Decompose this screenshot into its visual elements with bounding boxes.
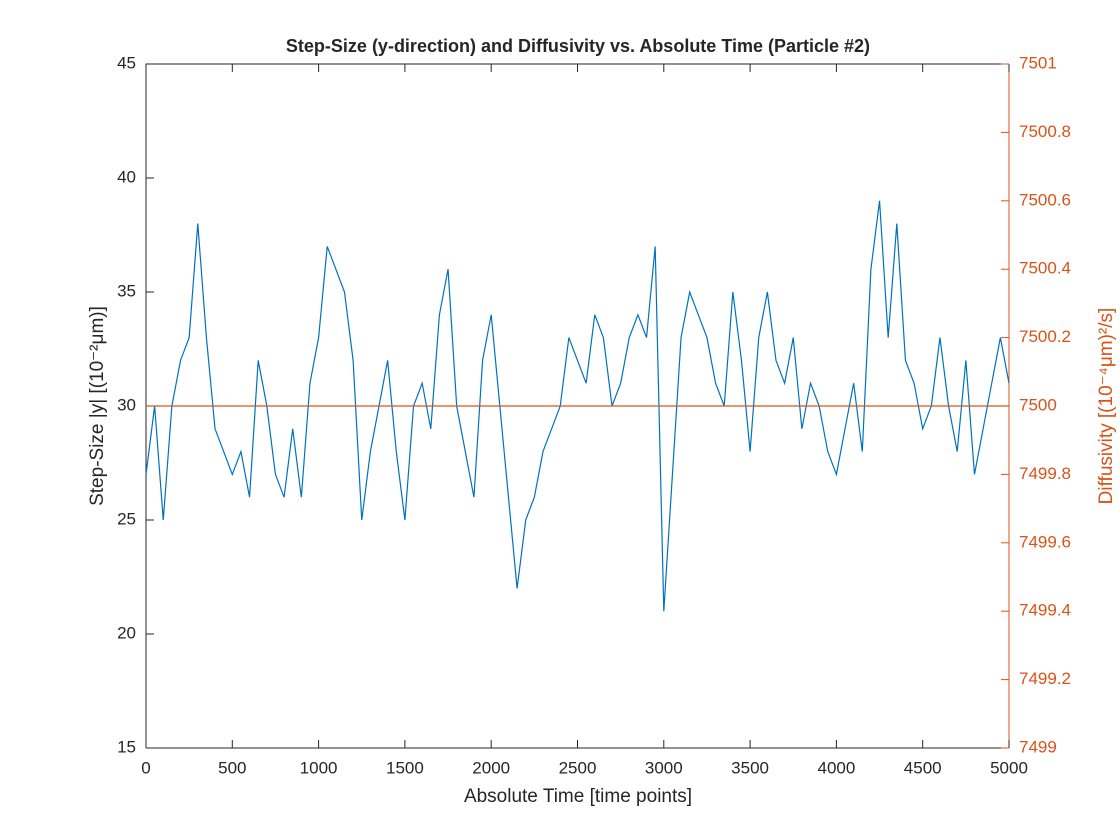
x-tick-label: 4500	[904, 758, 942, 777]
y-tick-label: 30	[117, 395, 136, 414]
x-tick-label: 3000	[645, 758, 683, 777]
y2-tick-label: 7500.4	[1019, 259, 1071, 278]
y2-tick-label: 7500	[1019, 395, 1057, 414]
y-axis-label: Step-Size |y| [(10⁻²μm)]	[87, 306, 108, 506]
y2-tick-label: 7499.4	[1019, 601, 1071, 620]
y2-tick-label: 7501	[1019, 53, 1057, 72]
x-tick-label: 2500	[559, 758, 597, 777]
x-tick-label: 2000	[472, 758, 510, 777]
x-tick-label: 1500	[386, 758, 424, 777]
x-tick-label: 4000	[817, 758, 855, 777]
y2-tick-label: 7499.6	[1019, 532, 1071, 551]
x-tick-label: 1000	[300, 758, 338, 777]
y2-tick-label: 7500.6	[1019, 190, 1071, 209]
x-tick-label: 500	[218, 758, 246, 777]
y2-tick-label: 7500.2	[1019, 327, 1071, 346]
y-tick-label: 40	[117, 167, 136, 186]
y2-tick-label: 7499.8	[1019, 464, 1071, 483]
y-tick-label: 35	[117, 281, 136, 300]
y-tick-label: 25	[117, 509, 136, 528]
y-tick-label: 45	[117, 53, 136, 72]
x-tick-label: 0	[141, 758, 150, 777]
x-tick-label: 3500	[731, 758, 769, 777]
y2-tick-label: 7500.8	[1019, 122, 1071, 141]
y2-axis-label: Diffusivity [(10⁻⁴μm)²/s]	[1096, 308, 1117, 505]
y-tick-label: 15	[117, 737, 136, 756]
y2-tick-label: 7499.2	[1019, 669, 1071, 688]
x-tick-label: 5000	[990, 758, 1028, 777]
series-line	[145, 200, 1010, 612]
x-axis-label: Absolute Time [time points]	[464, 786, 692, 807]
y2-tick-label: 7499	[1019, 737, 1057, 756]
chart-title: Step-Size (y-direction) and Diffusivity …	[286, 36, 870, 56]
y-tick-label: 20	[117, 623, 136, 642]
